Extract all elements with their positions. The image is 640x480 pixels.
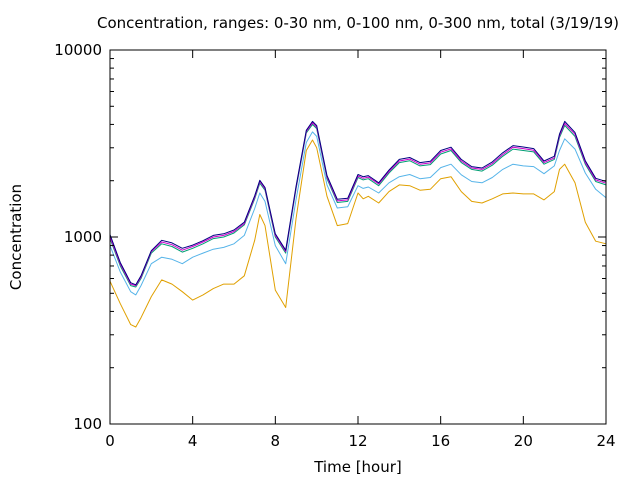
x-tick-label: 20 (514, 432, 533, 450)
series-line-2 (109, 131, 607, 296)
y-tick-label: 10000 (54, 41, 102, 59)
series-layer (109, 120, 607, 328)
plot-frame (109, 49, 607, 425)
series-line-4 (109, 122, 607, 287)
chart-title: Concentration, ranges: 0-30 nm, 0-100 nm… (97, 14, 619, 32)
x-axis-label: Time [hour] (313, 458, 402, 476)
y-tick-label: 100 (73, 415, 102, 433)
series-line-1 (109, 139, 607, 328)
x-tick-label: 12 (348, 432, 367, 450)
ticks-layer: 0 4 8 12 16 20 24 100 1000 10000 (54, 41, 615, 450)
x-tick-label: 4 (188, 432, 198, 450)
x-tick-label: 8 (271, 432, 281, 450)
x-tick-label: 24 (596, 432, 615, 450)
x-tick-label: 0 (105, 432, 115, 450)
y-tick-label: 1000 (64, 228, 102, 246)
series-line-3 (109, 123, 607, 288)
series-line-5 (109, 120, 607, 286)
y-axis-label: Concentration (7, 184, 25, 290)
x-tick-label: 16 (431, 432, 450, 450)
